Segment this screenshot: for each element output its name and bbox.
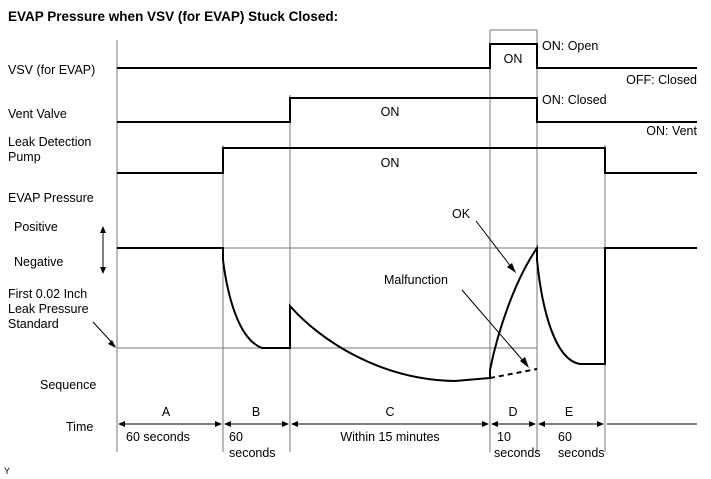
malfunction-leader-line (461, 289, 526, 364)
standard-label-line2: Leak Pressure (8, 302, 89, 316)
arrow-left-icon (118, 421, 125, 427)
phase-duration-d-line1: 10 (497, 430, 511, 444)
phase-letter-b: B (252, 405, 260, 419)
arrow-left-icon (491, 421, 498, 427)
arrow-right-icon (597, 421, 604, 427)
pump-label-line2: Pump (8, 150, 41, 164)
diagram-title: EVAP Pressure when VSV (for EVAP) Stuck … (8, 9, 338, 24)
phase-duration-b-line1: 60 (229, 430, 243, 444)
standard-arrow-icon (108, 340, 116, 348)
vent-valve-signal-line (117, 97, 697, 123)
ok-label: OK (452, 207, 471, 221)
sequence-label: Sequence (40, 378, 96, 392)
arrow-left-icon (291, 421, 298, 427)
arrow-right-icon (529, 421, 536, 427)
vent-valve-label: Vent Valve (8, 107, 67, 121)
pump-signal-line (117, 147, 697, 174)
vsv-label: VSV (for EVAP) (8, 63, 95, 77)
malfunction-arrow-icon (520, 357, 529, 368)
pump-on-label: ON (381, 156, 400, 170)
phase-letter-a: A (162, 405, 171, 419)
vsv-state-high: ON: Open (542, 39, 598, 53)
phase-duration-a: 60 seconds (126, 430, 190, 444)
vent-valve-state-high: ON: Closed (542, 93, 607, 107)
time-arrows (118, 421, 697, 427)
malfunction-label: Malfunction (384, 273, 448, 287)
arrow-right-icon (482, 421, 489, 427)
phase-duration-c: Within 15 minutes (340, 430, 439, 444)
arrow-up-icon (100, 226, 106, 233)
ok-arrow-icon (507, 263, 516, 273)
phase-duration-d-line2: seconds (494, 446, 541, 460)
evap-pressure-curve (117, 244, 697, 383)
standard-label-line1: First 0.02 Inch (8, 287, 87, 301)
vent-valve-state-low: ON: Vent (646, 124, 697, 138)
phase-duration-e-line2: seconds (558, 446, 605, 460)
phase-letter-e: E (565, 405, 573, 419)
standard-label-line3: Standard (8, 317, 59, 331)
negative-label: Negative (14, 255, 63, 269)
arrow-left-icon (538, 421, 545, 427)
phase-letter-d: D (508, 405, 517, 419)
evap-pressure-label: EVAP Pressure (8, 191, 94, 205)
arrow-left-icon (224, 421, 231, 427)
phase-letter-c: C (385, 405, 394, 419)
time-label: Time (66, 420, 93, 434)
vsv-state-low: OFF: Closed (626, 73, 697, 87)
phase-duration-e-line1: 60 (558, 430, 572, 444)
vsv-signal-line (117, 43, 697, 69)
phase-duration-b-line2: seconds (229, 446, 276, 460)
ok-leader-line (475, 220, 513, 269)
arrow-right-icon (215, 421, 222, 427)
positive-label: Positive (14, 220, 58, 234)
malfunction-dashed-curve (489, 368, 538, 379)
pump-label-line1: Leak Detection (8, 135, 91, 149)
arrow-right-icon (282, 421, 289, 427)
footer-mark: Y (4, 466, 10, 476)
vent-valve-on-label: ON (381, 105, 400, 119)
vsv-on-label: ON (504, 52, 523, 66)
arrow-down-icon (100, 267, 106, 274)
